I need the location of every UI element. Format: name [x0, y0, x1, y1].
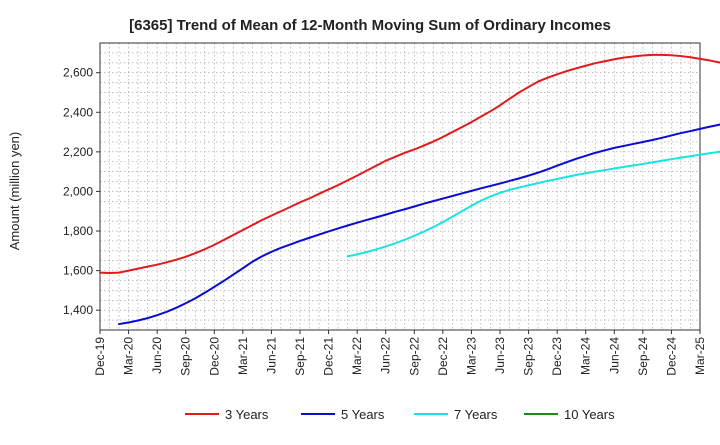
x-tick-label: Mar-24	[579, 337, 593, 375]
legend-label: 3 Years	[225, 407, 269, 422]
plot-area	[99, 42, 701, 331]
x-tick-label: Dec-22	[436, 337, 450, 376]
x-tick-label: Mar-21	[236, 337, 250, 375]
x-tick-label: Sep-21	[293, 337, 307, 376]
chart-title: [6365] Trend of Mean of 12-Month Moving …	[129, 17, 611, 34]
grid-lines	[99, 42, 701, 331]
x-tick-label: Dec-20	[207, 337, 221, 376]
y-tick-label: 1,400	[63, 303, 93, 317]
x-tick-label: Jun-24	[607, 337, 621, 374]
series-line-7-years	[346, 150, 720, 258]
x-tick-label: Dec-19	[93, 337, 107, 376]
x-tick-label: Jun-23	[493, 337, 507, 374]
x-tick-label: Mar-25	[693, 337, 707, 375]
x-tick-label: Sep-24	[636, 337, 650, 376]
x-tick-label: Mar-22	[350, 337, 364, 375]
y-tick-label: 2,400	[63, 105, 93, 119]
x-axis: Dec-19 Mar-20 Jun-20 Sep-20 Dec-20 Mar-21 Jun-…	[93, 330, 707, 376]
y-tick-label: 1,600	[63, 264, 93, 278]
x-tick-label: Jun-21	[264, 337, 278, 374]
series-lines	[99, 53, 720, 326]
x-tick-label: Dec-24	[664, 337, 678, 376]
x-tick-label: Jun-20	[150, 337, 164, 374]
y-axis-label: Amount (million yen)	[7, 132, 22, 251]
x-tick-label: Mar-20	[122, 337, 136, 375]
y-tick-label: 2,600	[63, 66, 93, 80]
y-axis: 1,400 1,600 1,800 2,000 2,200 2,400 2,600	[63, 66, 100, 317]
legend-label: 10 Years	[564, 407, 615, 422]
y-tick-label: 2,000	[63, 184, 93, 198]
x-tick-label: Jun-22	[379, 337, 393, 374]
series-line-5-years	[118, 123, 720, 326]
x-tick-label: Sep-20	[179, 337, 193, 376]
x-tick-label: Dec-21	[322, 337, 336, 376]
legend-label: 5 Years	[341, 407, 385, 422]
y-tick-label: 2,200	[63, 145, 93, 159]
legend: 3 Years 5 Years 7 Years 10 Years	[185, 407, 615, 422]
x-tick-label: Sep-23	[522, 337, 536, 376]
x-tick-label: Mar-23	[464, 337, 478, 375]
legend-label: 7 Years	[454, 407, 498, 422]
x-tick-label: Sep-22	[407, 337, 421, 376]
y-tick-label: 1,800	[63, 224, 93, 238]
series-line-3-years	[99, 53, 720, 274]
x-tick-label: Dec-23	[550, 337, 564, 376]
